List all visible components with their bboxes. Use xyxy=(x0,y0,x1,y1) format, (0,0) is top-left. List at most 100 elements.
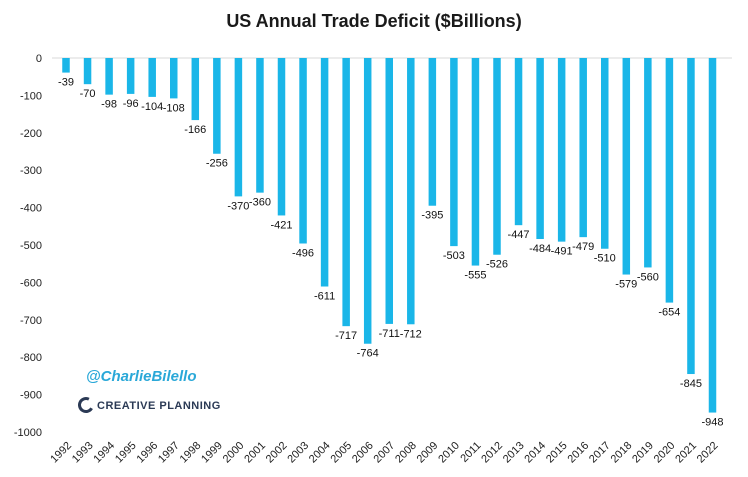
data-label-2022: -948 xyxy=(701,417,723,429)
x-tick-label: 2008 xyxy=(393,440,419,466)
bar-2004 xyxy=(320,58,329,287)
bar-2021 xyxy=(687,58,695,375)
y-tick-label: -800 xyxy=(20,352,42,364)
x-tick-label: 2007 xyxy=(372,440,398,466)
bar-2001 xyxy=(256,58,264,193)
x-tick-label: 2005 xyxy=(328,440,354,466)
bar-1998 xyxy=(191,58,200,121)
x-tick-label: 2004 xyxy=(307,440,333,466)
data-label-2009: -395 xyxy=(421,210,443,222)
creative-planning-brand: CREATIVE PLANNING xyxy=(97,400,221,412)
bar-2017 xyxy=(601,58,609,249)
data-label-2003: -496 xyxy=(292,248,314,260)
x-tick-label: 2022 xyxy=(695,440,721,466)
bar-1997 xyxy=(170,58,178,99)
bar-2020 xyxy=(665,58,674,303)
bar-2016 xyxy=(579,58,587,238)
bar-1995 xyxy=(126,58,135,94)
data-label-2018: -579 xyxy=(615,279,637,291)
x-tick-label: 1995 xyxy=(113,440,139,466)
y-tick-label: -400 xyxy=(20,203,42,215)
data-label-2011: -555 xyxy=(464,270,486,282)
bar-2013 xyxy=(514,58,523,226)
y-tick-label: -200 xyxy=(20,128,42,140)
data-label-2012: -526 xyxy=(486,259,508,271)
x-tick-label: 1992 xyxy=(48,440,74,466)
bar-2008 xyxy=(407,58,415,325)
y-tick-label: -700 xyxy=(20,315,42,327)
x-tick-label: 2010 xyxy=(436,440,462,466)
x-tick-layer: 1992199319941995199619971998199920002001… xyxy=(48,440,720,466)
data-label-2006: -764 xyxy=(357,348,379,360)
x-tick-label: 2014 xyxy=(522,440,548,466)
x-tick-label: 2018 xyxy=(609,440,635,466)
bar-2014 xyxy=(536,58,544,240)
x-tick-label: 2017 xyxy=(587,440,613,466)
x-tick-label: 1998 xyxy=(178,440,204,466)
x-tick-label: 2020 xyxy=(652,440,678,466)
x-tick-label: 2015 xyxy=(544,440,570,466)
bar-1999 xyxy=(213,58,221,154)
x-tick-label: 2021 xyxy=(673,440,699,466)
axis-layer: 0 -100 -200 -300 -400 -500 -600 -700 -800 -900 -10… xyxy=(14,53,732,439)
bar-2010 xyxy=(450,58,458,247)
data-label-2008: -712 xyxy=(400,328,422,340)
data-label-2013: -447 xyxy=(508,229,530,241)
bar-2011 xyxy=(471,58,480,266)
x-tick-label: 2009 xyxy=(415,440,441,466)
creative-planning-logo: CREATIVE PLANNING xyxy=(78,397,221,413)
bar-1994 xyxy=(105,58,113,95)
bar-2009 xyxy=(428,58,437,206)
bar-1993 xyxy=(83,58,92,85)
bar-2005 xyxy=(342,58,350,327)
bar-2006 xyxy=(363,58,372,344)
bar-2018 xyxy=(622,58,631,275)
data-label-1997: -108 xyxy=(163,102,185,114)
y-tick-label: -1000 xyxy=(14,427,42,439)
bar-2022 xyxy=(708,58,717,413)
data-label-2007: -711 xyxy=(379,328,400,340)
data-label-2005: -717 xyxy=(335,330,357,342)
bar-2007 xyxy=(385,58,393,324)
data-label-1999: -256 xyxy=(206,158,228,170)
x-tick-label: 2000 xyxy=(221,440,247,466)
y-tick-label: -100 xyxy=(20,90,42,102)
data-labels-layer: -39 -70 -98 -96 -104 -108 -166 -256 -370 -360 -421… xyxy=(58,77,723,429)
x-tick-label: 2012 xyxy=(479,440,505,466)
data-label-2016: -479 xyxy=(572,241,594,253)
data-label-1994: -98 xyxy=(101,99,117,111)
data-label-1992: -39 xyxy=(58,77,74,89)
chart-title: US Annual Trade Deficit ($Billions) xyxy=(226,11,521,31)
x-tick-label: 1997 xyxy=(156,440,182,466)
bar-2000 xyxy=(234,58,243,197)
y-tick-label: -900 xyxy=(20,390,42,402)
data-label-2001: -360 xyxy=(249,197,271,209)
data-label-2015: -491 xyxy=(551,246,573,258)
data-label-2000: -370 xyxy=(227,200,249,212)
bar-1992 xyxy=(62,58,70,73)
y-tick-label: -500 xyxy=(20,240,42,252)
x-tick-label: 2003 xyxy=(285,440,311,466)
data-label-2019: -560 xyxy=(637,271,659,283)
x-tick-label: 1996 xyxy=(135,440,161,466)
data-label-1995: -96 xyxy=(123,98,139,110)
bar-2012 xyxy=(493,58,501,255)
x-tick-label: 1999 xyxy=(199,440,225,466)
x-tick-label: 2001 xyxy=(242,440,268,466)
data-label-1993: -70 xyxy=(80,88,96,100)
data-label-2010: -503 xyxy=(443,250,465,262)
x-tick-label: 1994 xyxy=(91,440,117,466)
x-tick-label: 1993 xyxy=(70,440,96,466)
data-label-2014: -484 xyxy=(529,243,551,255)
x-tick-label: 2013 xyxy=(501,440,527,466)
x-tick-label: 2019 xyxy=(630,440,656,466)
data-label-2017: -510 xyxy=(594,253,616,265)
data-label-1996: -104 xyxy=(141,101,163,113)
x-tick-label: 2011 xyxy=(458,440,483,465)
bars-layer xyxy=(62,58,717,413)
x-tick-label: 2002 xyxy=(264,440,290,466)
bar-1996 xyxy=(148,58,156,97)
watermark-handle: @CharlieBilello xyxy=(86,368,197,385)
data-label-2002: -421 xyxy=(270,219,292,231)
